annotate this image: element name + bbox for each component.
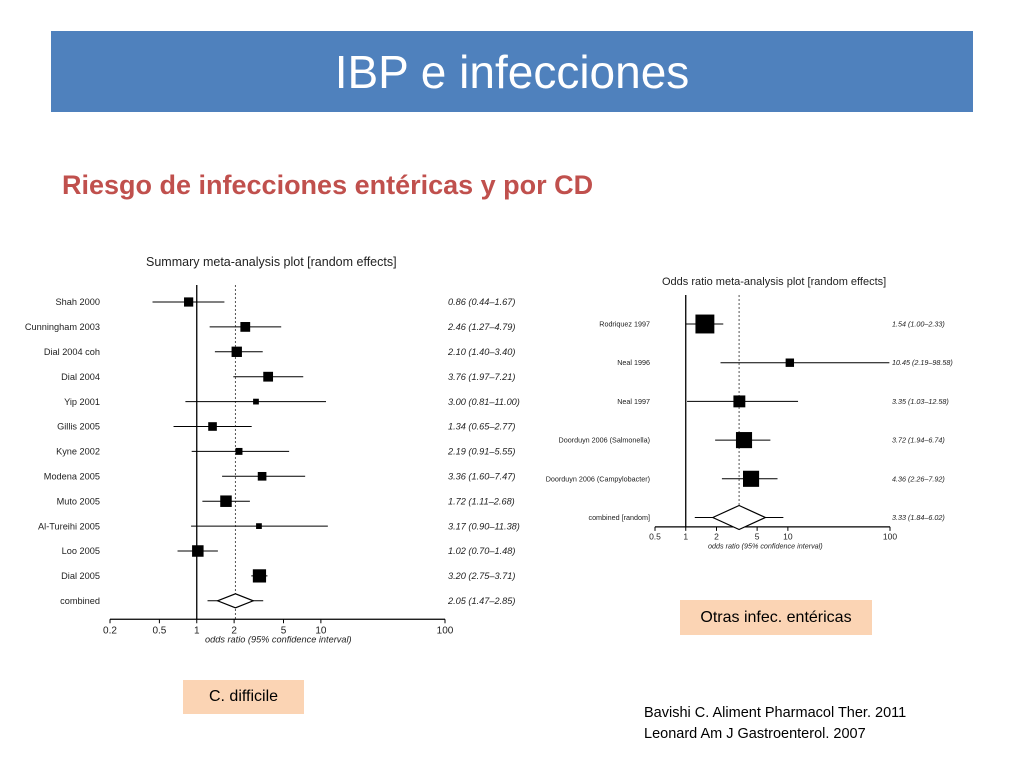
x-tick-label: 100	[437, 625, 454, 636]
x-tick-label: 2	[231, 625, 237, 636]
x-tick-label: 10	[315, 625, 327, 636]
combined-label: combined	[60, 596, 100, 606]
study-marker	[743, 470, 760, 487]
study-label: Shah 2000	[56, 297, 100, 307]
x-tick-label: 0.2	[103, 625, 117, 636]
x-axis-label: odds ratio (95% confidence interval)	[205, 634, 352, 644]
plot-title: Summary meta-analysis plot [random effec…	[146, 255, 397, 269]
study-marker	[240, 322, 251, 332]
study-marker	[208, 422, 217, 431]
forest-plot-enteric: Odds ratio meta-analysis plot [random ef…	[546, 276, 953, 550]
study-marker	[235, 447, 243, 455]
study-value: 3.17 (0.90–11.38)	[448, 521, 520, 531]
combined-diamond	[711, 504, 767, 531]
study-value: 3.36 (1.60–7.47)	[448, 472, 515, 482]
combined-value: 3.33 (1.84–6.02)	[892, 513, 945, 522]
study-value: 3.20 (2.75–3.71)	[448, 571, 515, 581]
x-tick-label: 1	[683, 531, 688, 541]
study-label: Rodriquez 1997	[599, 320, 650, 329]
study-label: Neal 1996	[617, 358, 650, 367]
tag-otras-infecciones: Otras infec. entéricas	[680, 600, 872, 635]
forest-plot-c-difficile: Summary meta-analysis plot [random effec…	[25, 255, 520, 644]
study-marker	[220, 495, 232, 507]
study-marker	[733, 395, 746, 408]
study-value: 3.35 (1.03–12.58)	[892, 397, 949, 406]
study-marker	[184, 297, 194, 307]
x-tick-label: 100	[883, 531, 897, 541]
combined-value: 2.05 (1.47–2.85)	[447, 596, 515, 606]
citations: Bavishi C. Aliment Pharmacol Ther. 2011 …	[644, 703, 906, 745]
study-marker	[252, 569, 267, 583]
study-marker	[257, 471, 267, 481]
study-label: Doorduyn 2006 (Campylobacter)	[546, 474, 650, 483]
study-marker	[695, 314, 715, 334]
citation-1: Bavishi C. Aliment Pharmacol Ther. 2011	[644, 705, 907, 721]
study-marker	[735, 432, 753, 449]
study-label: Dial 2004	[61, 372, 100, 382]
study-label: Kyne 2002	[56, 447, 100, 457]
tag-otras-infecciones-label: Otras infec. entéricas	[700, 608, 852, 626]
study-label: Muto 2005	[57, 496, 100, 506]
study-value: 1.72 (1.11–2.68)	[448, 496, 515, 506]
study-value: 4.36 (2.26–7.92)	[892, 474, 945, 483]
study-label: Al-Tureihi 2005	[38, 521, 100, 531]
study-label: Loo 2005	[62, 546, 100, 556]
x-tick-label: 10	[783, 531, 793, 541]
slide-title: IBP e infecciones	[334, 45, 690, 98]
x-tick-label: 2	[714, 531, 719, 541]
study-marker	[253, 398, 259, 405]
study-value: 0.86 (0.44–1.67)	[448, 297, 515, 307]
x-tick-label: 1	[194, 625, 200, 636]
study-label: Neal 1997	[617, 397, 650, 406]
study-value: 10.45 (2.19–98.58)	[892, 358, 953, 367]
study-marker	[256, 523, 262, 529]
slide-subtitle: Riesgo de infecciones entéricas y por CD	[62, 170, 594, 200]
study-value: 3.76 (1.97–7.21)	[448, 372, 515, 382]
tag-c-difficile: C. difficile	[183, 680, 304, 714]
study-marker	[192, 545, 204, 557]
study-value: 1.02 (0.70–1.48)	[448, 546, 515, 556]
combined-diamond	[215, 593, 255, 609]
study-value: 1.54 (1.00–2.33)	[892, 320, 945, 329]
study-value: 3.72 (1.94–6.74)	[892, 436, 945, 445]
study-value: 2.19 (0.91–5.55)	[447, 447, 515, 457]
study-value: 3.00 (0.81–11.00)	[448, 397, 520, 407]
plot-title: Odds ratio meta-analysis plot [random ef…	[662, 276, 886, 288]
study-label: Dial 2004 coh	[44, 347, 100, 357]
study-marker	[263, 371, 274, 382]
study-label: Modena 2005	[44, 472, 100, 482]
study-label: Gillis 2005	[57, 422, 100, 432]
x-tick-label: 0.5	[152, 625, 166, 636]
study-label: Yip 2001	[64, 397, 100, 407]
citation-2: Leonard Am J Gastroenterol. 2007	[644, 726, 866, 742]
x-tick-label: 5	[281, 625, 287, 636]
study-label: Dial 2005	[61, 571, 100, 581]
study-value: 1.34 (0.65–2.77)	[448, 422, 515, 432]
study-label: Doorduyn 2006 (Salmonella)	[559, 436, 651, 445]
study-marker	[785, 358, 795, 367]
title-bar: IBP e infecciones	[51, 31, 973, 112]
study-value: 2.46 (1.27–4.79)	[447, 322, 515, 332]
study-marker	[231, 346, 242, 357]
tag-c-difficile-label: C. difficile	[208, 688, 279, 705]
x-tick-label: 0.5	[649, 531, 661, 541]
study-value: 2.10 (1.40–3.40)	[447, 347, 515, 357]
x-axis-label: odds ratio (95% confidence interval)	[708, 541, 823, 550]
x-tick-label: 5	[755, 531, 760, 541]
combined-label: combined [random]	[588, 513, 650, 522]
study-label: Cunningham 2003	[25, 322, 100, 332]
